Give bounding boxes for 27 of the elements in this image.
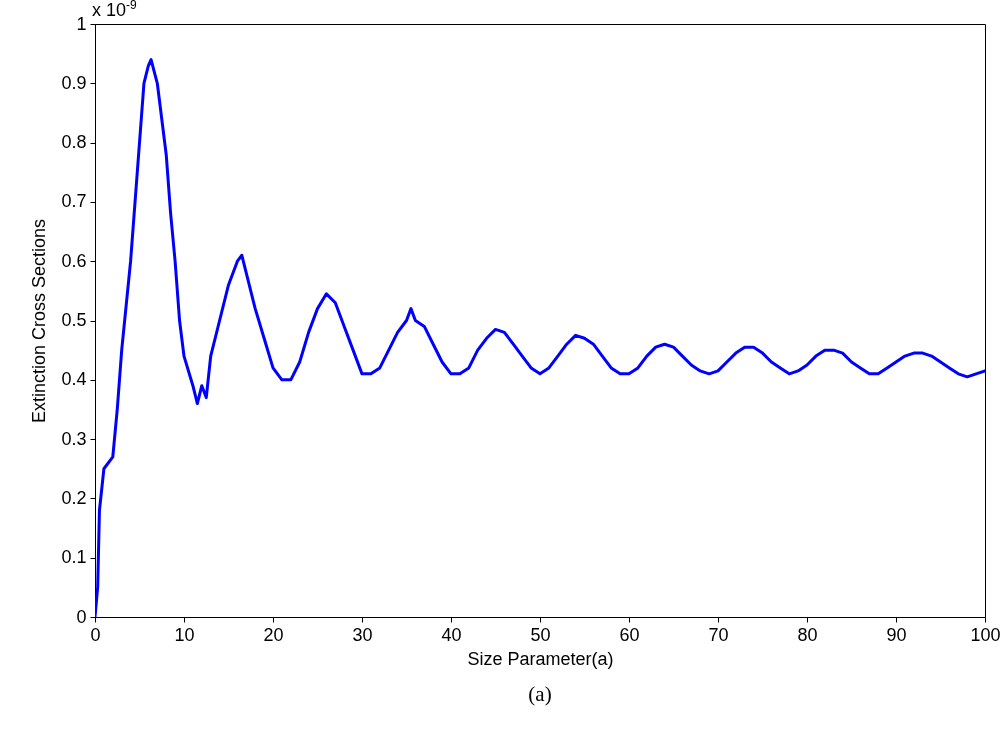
y-tick-label: 0.4 xyxy=(61,369,87,390)
y-tick-label: 0 xyxy=(76,606,87,627)
x-tick-label: 50 xyxy=(530,624,551,645)
y-tick-label: 0.3 xyxy=(61,428,87,449)
y-tick-label: 0.9 xyxy=(61,72,87,93)
y-tick-label: 1 xyxy=(76,13,87,34)
y-tick-label: 0.5 xyxy=(61,310,87,330)
x-tick-label: 100 xyxy=(970,624,1001,645)
line-series xyxy=(95,58,985,617)
y-tick-label: 0.2 xyxy=(61,487,87,508)
x-tick-label: 80 xyxy=(797,624,818,645)
y-tick-label: 0.6 xyxy=(61,250,87,271)
text: (a) xyxy=(528,682,552,707)
x-tick-label: 10 xyxy=(174,624,195,645)
y-tick-label: 0.7 xyxy=(61,191,87,212)
y-tick-label: 0.1 xyxy=(61,547,87,568)
x-tick-label: 60 xyxy=(619,624,640,645)
text: x 10$^{-9}$ xyxy=(92,0,137,21)
x-axis-title: Size Parameter(a) xyxy=(467,648,614,669)
x-tick-label: 0 xyxy=(90,624,101,645)
x-tick-label: 90 xyxy=(886,624,907,645)
x-tick-label: 30 xyxy=(352,624,373,645)
y-axis-title: Extinction Cross Sections xyxy=(29,218,50,424)
y-tick-label: 0.8 xyxy=(61,132,87,153)
x-tick-label: 70 xyxy=(708,624,729,645)
x-tick-label: 40 xyxy=(441,624,462,645)
x-tick-label: 20 xyxy=(263,624,284,645)
